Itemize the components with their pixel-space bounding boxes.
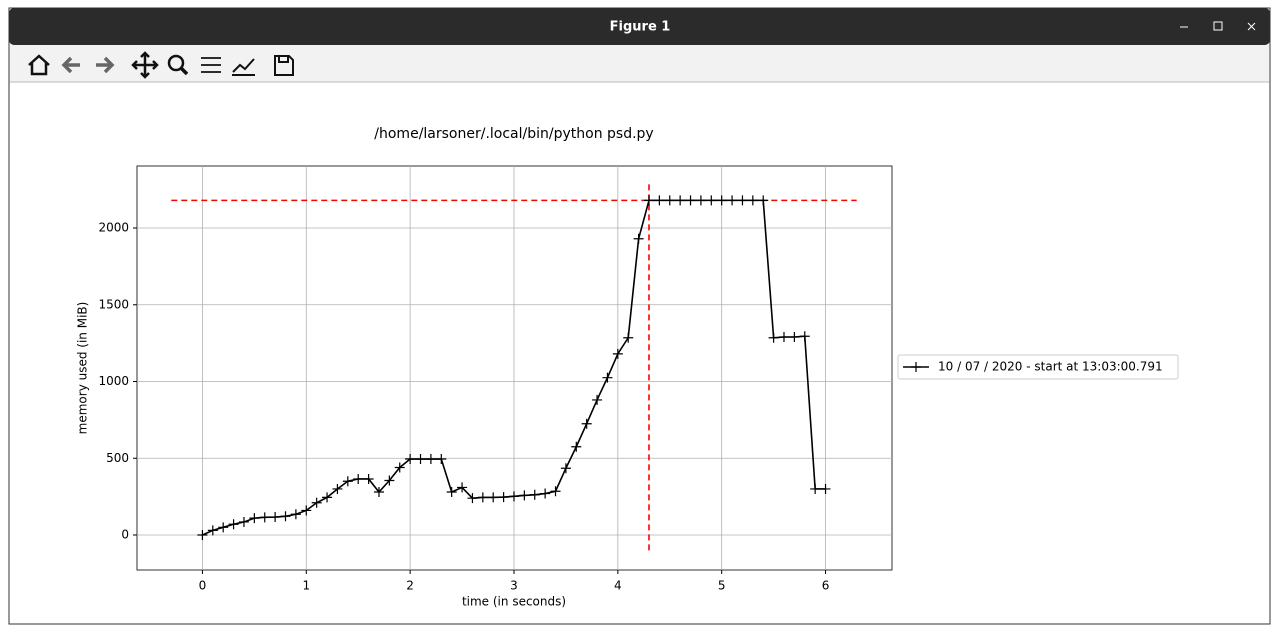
point-marker <box>311 497 322 508</box>
point-marker <box>477 492 488 503</box>
configure-button[interactable] <box>201 57 221 73</box>
point-marker <box>301 505 312 516</box>
point-marker <box>778 331 789 342</box>
x-tick-label: 2 <box>406 579 414 593</box>
point-marker <box>758 195 769 206</box>
legend-label: 10 / 07 / 2020 - start at 13:03:00.791 <box>938 360 1163 374</box>
point-marker <box>612 348 623 359</box>
point-marker <box>664 195 675 206</box>
point-marker <box>716 195 727 206</box>
point-marker <box>488 492 499 503</box>
point-marker <box>457 482 468 493</box>
point-marker <box>467 493 478 504</box>
x-tick-label: 4 <box>614 579 622 593</box>
point-marker <box>529 489 540 500</box>
point-marker <box>498 492 509 503</box>
point-marker <box>695 195 706 206</box>
point-marker <box>290 509 301 520</box>
edit-axes-button[interactable] <box>232 58 255 76</box>
point-marker <box>394 462 405 473</box>
legend <box>897 354 1179 380</box>
point-marker <box>405 454 416 465</box>
plot-area <box>136 165 893 571</box>
y-tick-label: 0 <box>121 528 129 542</box>
point-marker <box>810 483 821 494</box>
point-marker <box>332 483 343 494</box>
point-marker <box>592 394 603 405</box>
point-marker <box>747 195 758 206</box>
point-marker <box>643 195 654 206</box>
x-tick-label: 0 <box>199 579 207 593</box>
y-axis-label: memory used (in MiB) <box>76 302 90 435</box>
x-tick-label: 3 <box>510 579 518 593</box>
pan-button[interactable] <box>131 51 159 79</box>
point-marker <box>415 454 426 465</box>
save-button[interactable] <box>274 55 294 76</box>
title-bar <box>9 8 1270 45</box>
point-marker <box>259 512 270 523</box>
point-marker <box>820 483 831 494</box>
point-marker <box>727 195 738 206</box>
point-marker <box>425 454 436 465</box>
zoom-button[interactable] <box>167 54 189 76</box>
point-marker <box>789 331 800 342</box>
point-marker <box>737 195 748 206</box>
back-button[interactable] <box>61 56 80 74</box>
point-marker <box>633 233 644 244</box>
point-marker <box>322 492 333 503</box>
point-marker <box>197 530 208 541</box>
point-marker <box>508 491 519 502</box>
maximize-button[interactable] <box>1213 21 1223 31</box>
point-marker <box>218 522 229 533</box>
point-marker <box>353 473 364 484</box>
point-marker <box>540 488 551 499</box>
point-marker <box>270 512 281 523</box>
point-marker <box>581 418 592 429</box>
point-marker <box>207 525 218 536</box>
x-axis-label: time (in seconds) <box>462 595 566 609</box>
legend-marker <box>911 362 921 372</box>
x-tick-label: 1 <box>302 579 310 593</box>
point-marker <box>342 476 353 487</box>
point-marker <box>675 195 686 206</box>
point-marker <box>560 463 571 474</box>
y-tick-label: 1500 <box>98 297 129 311</box>
home-button[interactable] <box>28 54 50 76</box>
point-marker <box>519 490 530 501</box>
y-tick-label: 2000 <box>98 221 129 235</box>
point-marker <box>238 516 249 527</box>
point-marker <box>602 372 613 383</box>
close-button[interactable] <box>1247 22 1256 31</box>
y-tick-label: 1000 <box>98 374 129 388</box>
point-marker <box>446 487 457 498</box>
point-marker <box>799 331 810 342</box>
x-tick-label: 6 <box>822 579 830 593</box>
point-marker <box>436 454 447 465</box>
point-marker <box>623 332 634 343</box>
point-marker <box>768 332 779 343</box>
toolbar <box>10 45 1269 82</box>
point-marker <box>654 195 665 206</box>
window-title: Figure 1 <box>610 20 671 35</box>
x-tick-label: 5 <box>718 579 726 593</box>
y-tick-label: 500 <box>106 451 129 465</box>
point-marker <box>249 513 260 524</box>
point-marker <box>373 487 384 498</box>
point-marker <box>384 475 395 486</box>
chart-title: /home/larsoner/.local/bin/python psd.py <box>374 126 653 142</box>
forward-button[interactable] <box>96 56 115 74</box>
point-marker <box>685 195 696 206</box>
toolbar-icons <box>28 51 294 79</box>
point-marker <box>706 195 717 206</box>
point-marker <box>363 473 374 484</box>
point-marker <box>571 441 582 452</box>
point-marker <box>280 511 291 522</box>
point-marker <box>228 519 239 530</box>
point-marker <box>550 486 561 497</box>
